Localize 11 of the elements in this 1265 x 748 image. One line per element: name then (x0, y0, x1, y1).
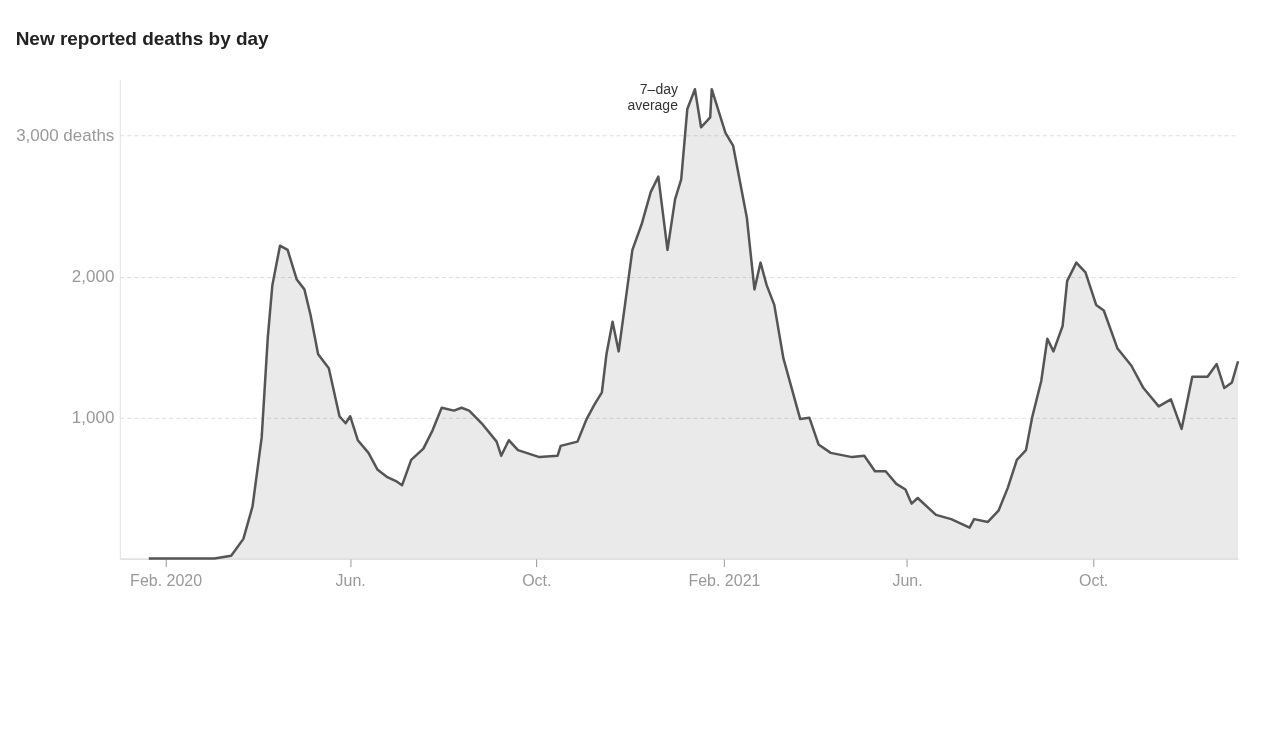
y-tick-label: 2,000 (71, 267, 115, 287)
annotation: 7–day average (627, 81, 679, 114)
x-tick-label: Feb. 2021 (688, 572, 761, 590)
x-tick-label: Jun. (892, 572, 923, 590)
x-tick-label: Feb. 2020 (130, 572, 203, 590)
y-tick-label: 3,000 deaths (16, 126, 115, 146)
x-tick-label: Jun. (335, 572, 366, 590)
chart-title: New reported deaths by day (15, 28, 270, 50)
x-tick-label: Oct. (522, 572, 552, 590)
y-tick-label: 1,000 (71, 408, 115, 428)
x-tick-label: Oct. (1078, 572, 1109, 590)
